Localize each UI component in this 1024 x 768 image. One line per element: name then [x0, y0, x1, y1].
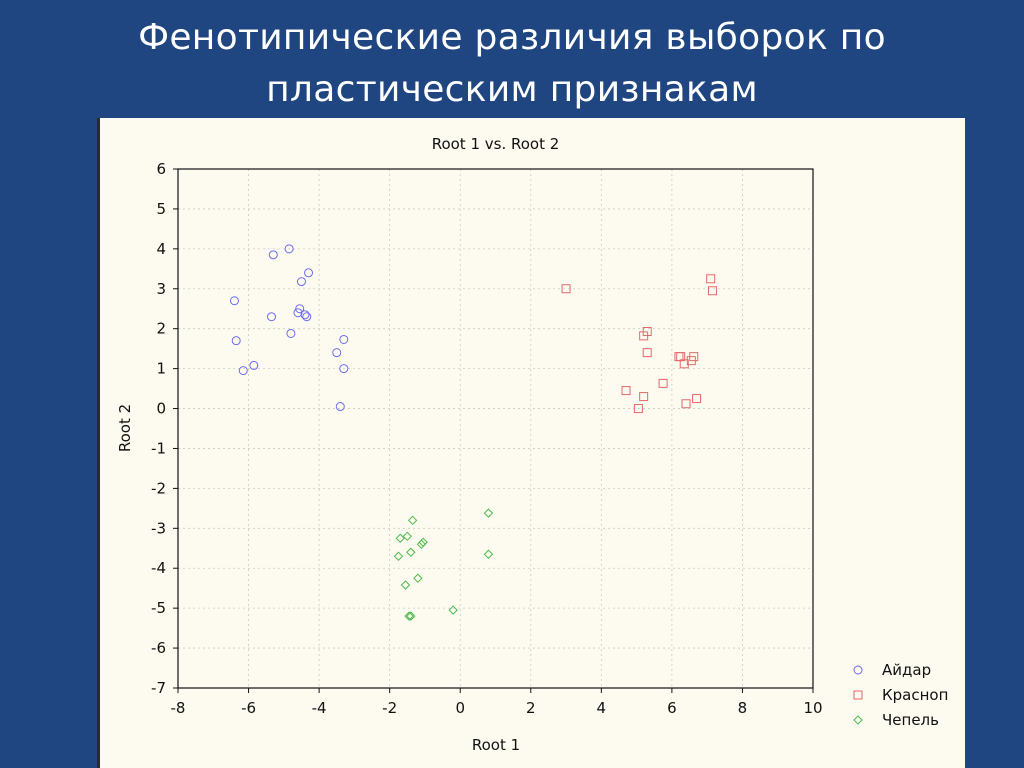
- chart-panel: -8 -6 -4 -2 0 2 4 6 8 10 6 5 4 3 2 1 0 -1 -2 -3 -4 -5 -6 -7 Roo…: [97, 118, 965, 768]
- data-point: [296, 277, 306, 287]
- y-tick-label: 4: [156, 240, 166, 258]
- data-point: [621, 386, 631, 396]
- slide-title-line-1: Фенотипические различия выборок по: [138, 17, 886, 58]
- y-tick-label: 2: [156, 320, 166, 338]
- data-point: [404, 611, 414, 621]
- y-tick-label: 6: [156, 160, 166, 178]
- data-point: [679, 359, 689, 369]
- data-point: [681, 399, 691, 409]
- legend-marker: [853, 715, 863, 725]
- data-point: [284, 244, 294, 254]
- plot-frame: [177, 168, 814, 689]
- y-tick-label: -5: [151, 599, 166, 617]
- x-tick-label: -8: [171, 699, 186, 717]
- data-point: [339, 364, 349, 374]
- data-point: [483, 549, 494, 559]
- series-2: [561, 274, 717, 414]
- data-point: [400, 580, 411, 590]
- data-point: [706, 274, 716, 284]
- data-point: [406, 547, 416, 557]
- data-point: [339, 334, 349, 344]
- data-point: [302, 312, 312, 322]
- data-points: [229, 244, 717, 621]
- data-point: [561, 284, 571, 294]
- slide-title-line-2: пластическим признакам: [266, 69, 758, 110]
- data-point: [642, 348, 652, 358]
- data-point: [293, 308, 303, 318]
- data-point: [642, 326, 652, 336]
- data-point: [395, 533, 405, 543]
- y-tick-label: 5: [156, 200, 166, 218]
- data-point: [229, 296, 239, 306]
- x-tick-label: -6: [241, 699, 256, 717]
- data-point: [413, 573, 423, 583]
- legend-label: Красноп: [882, 686, 948, 704]
- series-1: [229, 244, 349, 412]
- legend: Айдар Красноп Чепель: [853, 661, 948, 729]
- data-point: [332, 348, 342, 358]
- data-point: [406, 611, 416, 621]
- x-tick-label: 8: [738, 699, 748, 717]
- data-point: [416, 539, 427, 549]
- data-point: [692, 394, 702, 404]
- y-tick-label: -3: [151, 519, 166, 537]
- y-tick-label: -7: [151, 679, 166, 697]
- x-tick-label: 6: [667, 699, 677, 717]
- y-tick-label: 0: [156, 400, 166, 418]
- data-point: [268, 250, 278, 260]
- x-tick-label: 10: [803, 699, 822, 717]
- x-tick-label: 4: [597, 699, 607, 717]
- y-tick-label: 3: [156, 280, 166, 298]
- data-point: [658, 378, 668, 388]
- y-tick-label: -6: [151, 639, 166, 657]
- legend-marker: [853, 690, 863, 700]
- series-3: [393, 508, 494, 621]
- data-point: [402, 531, 413, 541]
- data-point: [689, 352, 699, 362]
- data-point: [231, 336, 241, 346]
- data-point: [707, 286, 717, 296]
- data-point: [483, 508, 494, 518]
- y-axis-label: Root 2: [116, 404, 134, 452]
- chart-title: Root 1 vs. Root 2: [432, 135, 560, 153]
- x-tick-label: -2: [382, 699, 397, 717]
- data-point: [639, 392, 649, 402]
- data-point: [249, 360, 259, 370]
- data-point: [407, 515, 418, 526]
- y-tick-label: 1: [156, 360, 166, 378]
- grid-lines: [178, 169, 813, 688]
- data-point: [448, 605, 458, 615]
- data-point: [393, 551, 404, 561]
- y-tick-label: -2: [151, 479, 166, 497]
- data-point: [266, 312, 276, 322]
- legend-label: Чепель: [882, 711, 939, 729]
- data-point: [335, 402, 345, 412]
- legend-marker: [853, 665, 863, 675]
- x-tick-label: 0: [455, 699, 465, 717]
- data-point: [633, 404, 643, 414]
- data-point: [238, 366, 248, 376]
- data-point: [304, 268, 314, 278]
- data-point: [286, 328, 296, 338]
- y-tick-label: -1: [151, 439, 166, 457]
- x-axis-label: Root 1: [472, 736, 520, 754]
- x-tick-label: -4: [312, 699, 327, 717]
- slide-title: Фенотипические различия выборок по пласт…: [0, 12, 1024, 116]
- x-tick-label: 2: [526, 699, 536, 717]
- legend-label: Айдар: [882, 661, 931, 679]
- data-point: [300, 310, 310, 320]
- y-tick-label: -4: [151, 559, 166, 577]
- data-point: [295, 304, 305, 314]
